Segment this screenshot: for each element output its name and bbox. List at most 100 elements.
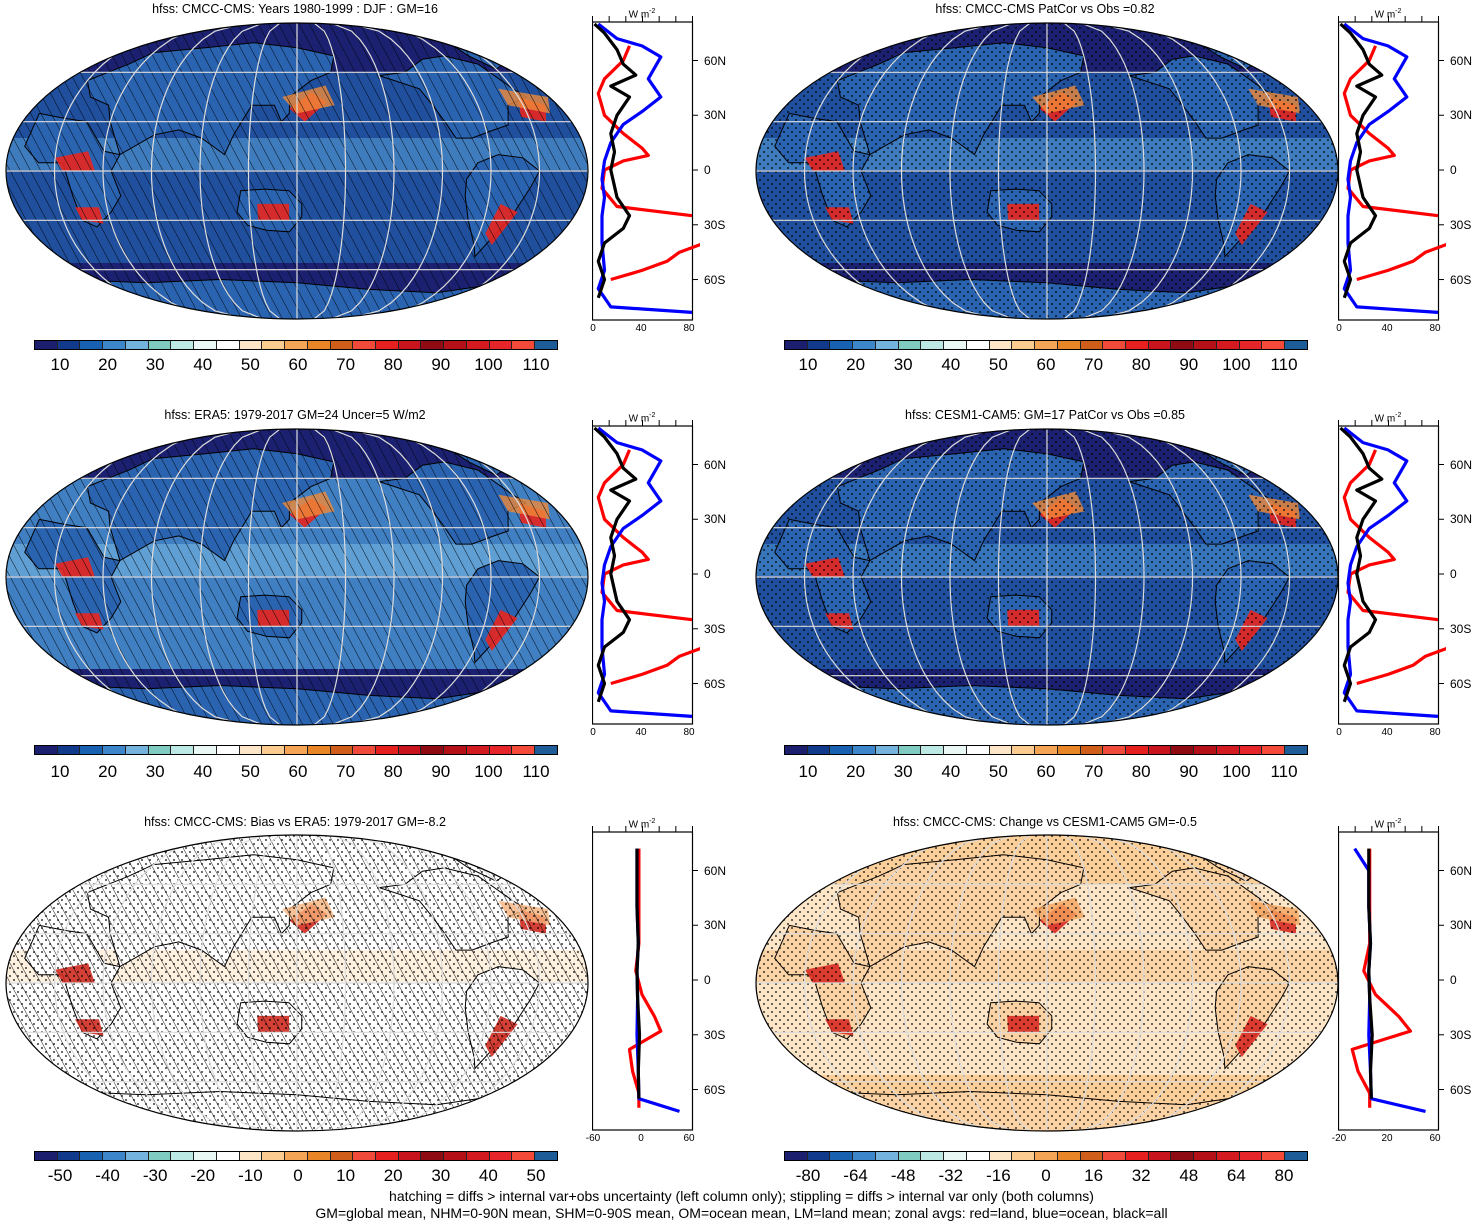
zonal-axes-frame <box>1337 21 1440 321</box>
colorbar-swatch <box>535 341 557 349</box>
colorbar-swatch <box>489 341 513 349</box>
colorbar-swatch <box>1216 341 1240 349</box>
colorbar-swatch <box>1216 1152 1240 1160</box>
lat-tick-label: 30S <box>1450 217 1472 232</box>
meridian <box>900 835 997 1131</box>
meridian <box>199 23 264 319</box>
colorbar-swatch <box>376 1152 399 1160</box>
colorbar-swatch <box>57 341 81 349</box>
meridian <box>1114 835 1242 1131</box>
colorbar-swatch <box>785 341 808 349</box>
colorbar-swatch <box>330 746 354 754</box>
meridian <box>803 429 963 725</box>
colorbar-tick-label: 110 <box>522 762 550 781</box>
meridian <box>347 835 444 1131</box>
colorbar-swatch <box>830 341 854 349</box>
colorbar-tick-label: 90 <box>1179 355 1199 374</box>
all-zonal-mean <box>635 848 642 1099</box>
colorbar-swatch <box>285 746 308 754</box>
meridian <box>199 429 264 725</box>
colorbar-tick-label: 80 <box>383 762 403 781</box>
colorbar-swatch <box>398 1152 422 1160</box>
meridian <box>330 835 395 1131</box>
colorbar-tick-label: 40 <box>193 762 213 781</box>
colorbar-tick-label: 10 <box>336 1166 356 1185</box>
x-tick-label: 0 <box>638 1133 644 1144</box>
colorbar-swatch <box>1080 1152 1104 1160</box>
lat-tick-label: 60N <box>1450 457 1473 472</box>
colorbar-swatch <box>421 341 445 349</box>
colorbar-tick-label: 20 <box>383 1166 403 1185</box>
colorbar-swatch <box>80 341 104 349</box>
meridian <box>949 835 1014 1131</box>
zonal-axes-frame <box>591 21 694 321</box>
colorbar-swatch <box>35 746 58 754</box>
colorbar-swatch <box>1239 341 1263 349</box>
colorbar-swatch <box>57 746 81 754</box>
colorbar <box>34 1151 558 1161</box>
lat-tick-label: 60N <box>1450 53 1473 68</box>
meridian <box>330 429 395 725</box>
colorbar-swatch <box>376 746 399 754</box>
colorbar-swatch <box>898 1152 922 1160</box>
colorbar-swatch <box>421 1152 445 1160</box>
meridian <box>364 429 492 725</box>
colorbar-swatch <box>944 746 967 754</box>
colorbar-swatch <box>194 1152 217 1160</box>
land-zonal-mean-south <box>1356 645 1452 686</box>
colorbar-swatch <box>444 746 467 754</box>
colorbar-swatch <box>353 341 377 349</box>
colorbar-swatch <box>1194 1152 1217 1160</box>
lat-tick-label: 60S <box>1450 272 1472 287</box>
meridian <box>852 835 980 1131</box>
colorbar-swatch <box>1148 746 1172 754</box>
colorbar-tick-label: 0 <box>293 1166 303 1185</box>
meridian <box>53 835 213 1131</box>
colorbar-swatch <box>353 746 377 754</box>
meridian <box>997 429 1031 725</box>
zonal-mean-plot: W m-2 60N 30N 0 30S 60S 0 40 80 <box>1336 8 1472 334</box>
colorbar-swatch <box>353 1152 377 1160</box>
meridian <box>364 835 492 1131</box>
meridian <box>1131 23 1291 319</box>
lat-tick-label: 0 <box>704 163 711 178</box>
lat-tick-label: 30S <box>1450 1027 1472 1042</box>
colorbar-tick-label: 70 <box>1084 762 1104 781</box>
footer-note-1: hatching = diffs > internal var+obs unce… <box>389 1188 1094 1204</box>
colorbar-tick-label: 100 <box>474 355 503 374</box>
colorbar-swatch <box>921 746 945 754</box>
colorbar-swatch <box>1126 1152 1149 1160</box>
colorbar-swatch <box>875 746 899 754</box>
meridian <box>330 23 395 319</box>
colorbar-tick-label: 50 <box>988 355 1008 374</box>
colorbar-swatch <box>1103 341 1127 349</box>
lat-tick-label: 30N <box>1450 108 1473 123</box>
colorbar-swatch <box>466 746 490 754</box>
colorbar-tick-label: 50 <box>988 762 1008 781</box>
meridian <box>1114 23 1242 319</box>
colorbar-swatch <box>376 341 399 349</box>
colorbar-swatch <box>830 746 854 754</box>
colorbar-tick-label: -80 <box>795 1166 821 1185</box>
colorbar-swatch <box>1080 746 1104 754</box>
meridian <box>1114 429 1242 725</box>
panel-title: hfss: CMCC-CMS: Bias vs ERA5: 1979-2017 … <box>144 815 446 829</box>
colorbar-swatch <box>1194 746 1217 754</box>
colorbar-swatch <box>1285 1152 1307 1160</box>
colorbar-swatch <box>148 341 172 349</box>
zonal-unit-label: W m-2 <box>628 412 656 425</box>
colorbar-tick-label: 50 <box>240 762 260 781</box>
x-tick-label: 40 <box>1381 727 1393 738</box>
meridian <box>102 835 230 1131</box>
meridian <box>1080 23 1145 319</box>
zonal-axes-frame <box>591 425 694 725</box>
colorbar-swatch <box>1012 341 1036 349</box>
colorbar-swatch <box>80 1152 104 1160</box>
meridian <box>1097 835 1194 1131</box>
meridian <box>997 835 1031 1131</box>
lat-tick-label: 0 <box>704 973 711 988</box>
meridian <box>1063 429 1097 725</box>
meridian <box>852 429 980 725</box>
colorbar-swatch <box>1171 746 1195 754</box>
colorbar-swatch <box>444 1152 467 1160</box>
